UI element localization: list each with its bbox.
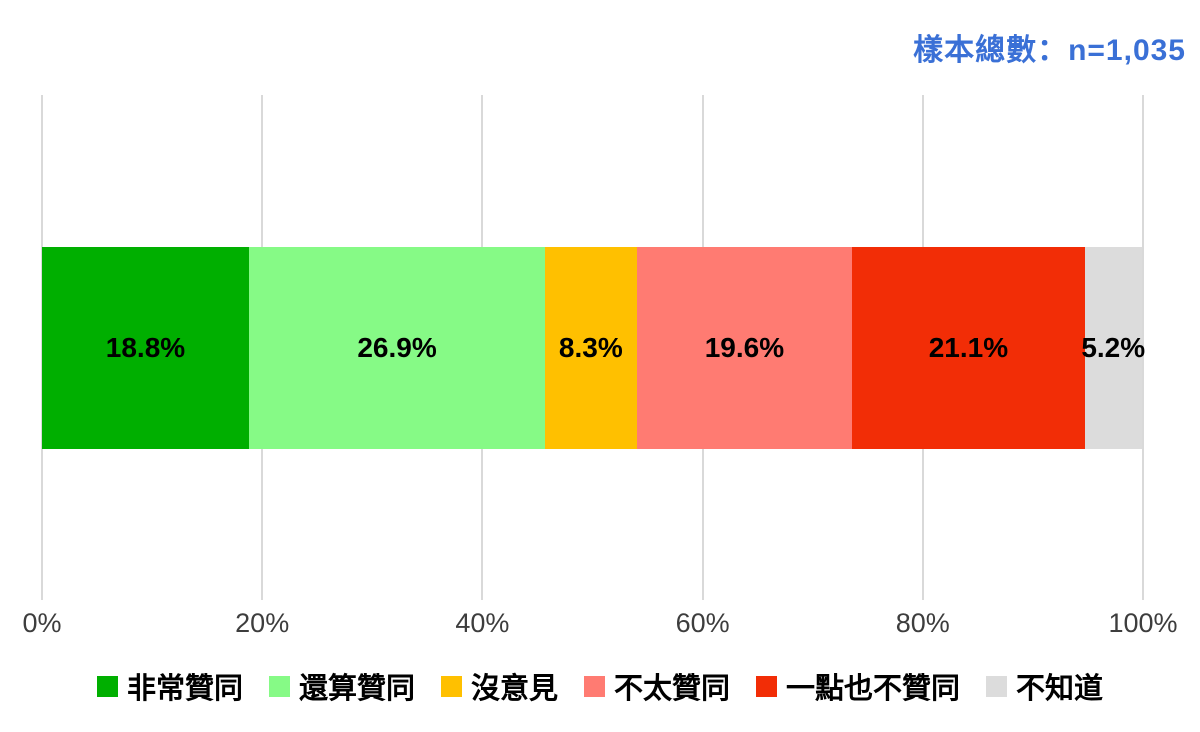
legend-item-3: 不太贊同 (584, 665, 730, 707)
x-tick-label: 40% (455, 608, 510, 638)
legend-swatch (584, 675, 605, 697)
segment-value-label: 19.6% (704, 332, 785, 363)
segment-value-label: 8.3% (558, 332, 623, 363)
legend: 非常贊同 還算贊同 沒意見 不太贊同 一點也不贊同 不知道 (0, 660, 1200, 712)
x-tick-label: 80% (895, 608, 950, 638)
plot-area: 18.8% 26.9% 8.3% 19.6% 21.1% 5.2% (41, 95, 1145, 600)
stacked-bar: 18.8% 26.9% 8.3% 19.6% 21.1% 5.2% (42, 247, 1145, 449)
x-tick-label: 100% (1108, 608, 1178, 638)
legend-item-4: 一點也不贊同 (756, 665, 960, 707)
bar-segment-5: 5.2% (1081, 247, 1145, 449)
segment-value-label: 26.9% (357, 332, 437, 363)
x-tick-label: 0% (22, 608, 62, 638)
legend-swatch (986, 675, 1008, 697)
legend-swatch (440, 675, 462, 697)
x-tick-label: 60% (675, 608, 730, 638)
bar-segment-3: 19.6% (636, 247, 853, 449)
sample-total-label: 樣本總數：n=1,035 (913, 34, 1186, 67)
segment-value-label: 21.1% (928, 332, 1009, 363)
segment-value-label: 18.8% (105, 332, 186, 363)
legend-item-5: 不知道 (986, 665, 1103, 707)
legend-label: 一點也不贊同 (786, 673, 961, 705)
legend-label: 沒意見 (470, 673, 558, 705)
legend-label: 還算贊同 (298, 673, 415, 705)
x-tick-label: 20% (235, 608, 290, 638)
legend-item-0: 非常贊同 (96, 665, 243, 707)
legend-label: 不太贊同 (614, 673, 731, 705)
bar-segment-1: 26.9% (248, 247, 546, 449)
segment-value-label: 5.2% (1081, 332, 1146, 363)
legend-item-1: 還算贊同 (268, 665, 415, 707)
x-axis: 0% 20% 40% 60% 80% 100% (22, 608, 1177, 648)
legend-swatch (756, 675, 778, 697)
bar-segment-0: 18.8% (42, 247, 249, 449)
bar-segment-4: 21.1% (852, 247, 1085, 449)
legend-item-2: 沒意見 (440, 665, 558, 707)
legend-swatch (96, 675, 118, 697)
bar-segment-2: 8.3% (545, 247, 637, 449)
legend-label: 非常贊同 (126, 673, 243, 705)
gridline-100 (1142, 95, 1144, 600)
legend-swatch (268, 675, 290, 697)
legend-label: 不知道 (1016, 673, 1104, 705)
